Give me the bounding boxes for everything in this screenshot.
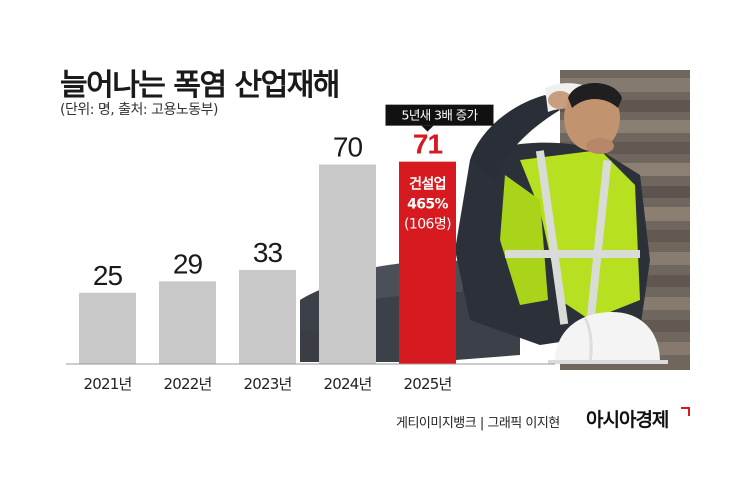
chart-title: 늘어나는 폭염 산업재해	[60, 68, 340, 103]
hard-hat-icon	[548, 312, 668, 364]
callout-pointer	[421, 125, 434, 132]
callout-box	[385, 104, 494, 126]
annotation-line3: (106명)	[404, 217, 451, 233]
value-label-1: 25	[93, 260, 123, 291]
value-label-2: 29	[173, 248, 203, 279]
value-label-4: 70	[333, 132, 363, 163]
chart-subtitle: (단위: 명, 출처: 고용노동부)	[60, 102, 218, 118]
brand-mark-icon	[681, 407, 690, 416]
bar-5	[399, 161, 456, 364]
worker-torso	[455, 142, 650, 345]
category-label-3: 2023년	[244, 375, 292, 393]
image-credit: 게티이미지뱅크 | 그래픽 이지현	[396, 416, 560, 431]
annotation-line2: 465%	[407, 197, 448, 213]
brand-logo: 아시아경제	[586, 409, 669, 431]
annotation-line1: 건설업	[409, 176, 446, 193]
bar-3	[239, 269, 296, 364]
bar-2	[159, 281, 216, 364]
callout-text: 5년새 3배 증가	[402, 108, 479, 123]
value-label-5: 71	[413, 129, 443, 160]
category-label-1: 2021년	[84, 375, 132, 393]
value-label-3: 33	[253, 237, 283, 268]
worker-head	[564, 83, 622, 154]
category-label-5: 2025년	[404, 375, 452, 393]
bar-1	[79, 292, 136, 364]
category-label-2: 2022년	[164, 375, 212, 393]
category-label-4: 2024년	[324, 375, 372, 393]
bar-4	[319, 164, 376, 364]
